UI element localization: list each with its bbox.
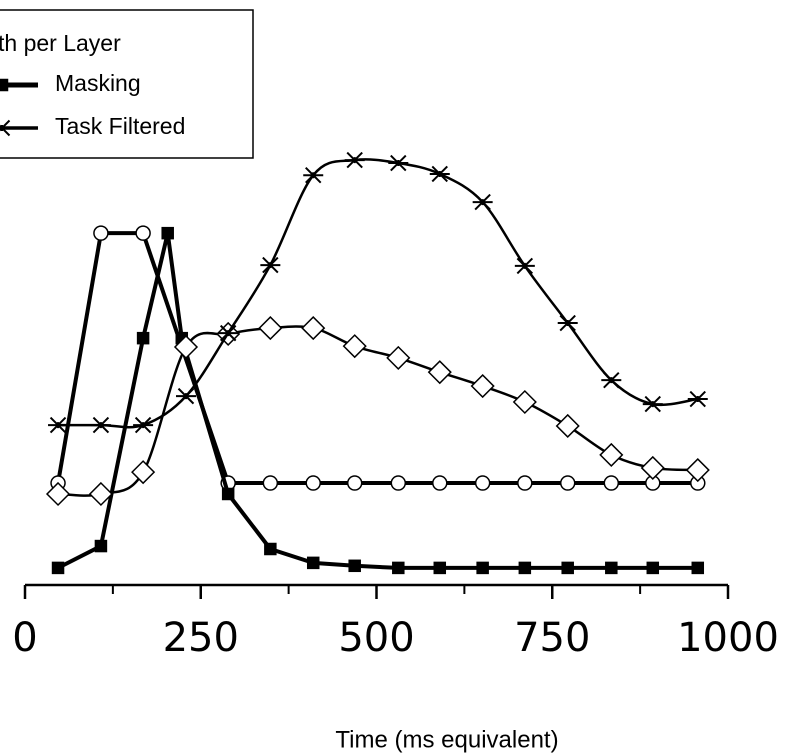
marker [306, 556, 320, 570]
marker [342, 334, 367, 359]
series-line [58, 158, 698, 429]
marker [301, 316, 326, 341]
marker [93, 225, 109, 241]
marker [0, 78, 9, 92]
marker [640, 455, 665, 481]
marker [691, 561, 705, 575]
x-tick-label: 250 [163, 615, 239, 661]
marker [472, 193, 493, 211]
marker [557, 314, 578, 332]
x-tick-label: 1000 [677, 615, 779, 661]
marker [474, 475, 491, 491]
series-line [58, 325, 698, 497]
x-tick-label: 500 [338, 615, 414, 661]
marker [45, 481, 71, 507]
marker [388, 154, 409, 172]
marker [346, 475, 363, 491]
marker [133, 416, 154, 434]
marker [601, 371, 622, 389]
marker [685, 457, 710, 483]
legend-label: Task Filtered [55, 113, 185, 139]
marker [603, 475, 620, 491]
marker [433, 561, 447, 575]
marker [432, 475, 448, 491]
marker [687, 390, 708, 408]
marker [555, 413, 580, 439]
marker [131, 460, 156, 485]
marker [262, 475, 279, 491]
x-axis-label: Time (ms equivalent) [335, 726, 558, 753]
marker [218, 324, 239, 342]
marker [514, 257, 535, 275]
marker [561, 561, 574, 575]
marker [348, 559, 361, 573]
marker [90, 416, 111, 434]
legend-entry: Masking [0, 70, 141, 96]
marker [136, 331, 150, 345]
marker [392, 561, 405, 575]
x-tick-label: 750 [514, 615, 590, 661]
legend-box [0, 9, 254, 159]
series [48, 151, 708, 434]
marker [517, 475, 533, 491]
marker [559, 475, 576, 491]
series [51, 226, 705, 575]
marker [427, 360, 452, 385]
marker [429, 165, 450, 183]
series-line [57, 231, 698, 570]
marker [221, 487, 235, 501]
marker [51, 561, 65, 575]
legend-label: Masking [55, 70, 141, 96]
marker [258, 316, 283, 341]
marker [260, 256, 281, 274]
marker [303, 166, 324, 184]
marker [386, 345, 411, 370]
marker [0, 119, 12, 137]
marker [175, 387, 196, 405]
marker [305, 475, 321, 491]
marker [173, 334, 199, 360]
marker [470, 373, 495, 399]
x-tick-label: 0 [12, 615, 37, 661]
marker [476, 561, 489, 575]
marker [642, 395, 663, 413]
marker [512, 389, 537, 415]
marker [518, 561, 532, 575]
legend-title: th per Layer [0, 30, 121, 56]
marker [646, 561, 660, 575]
marker [605, 561, 618, 575]
marker [344, 151, 365, 169]
marker [161, 226, 174, 240]
marker [88, 481, 113, 507]
marker [390, 475, 407, 491]
marker [599, 442, 624, 467]
marker [135, 225, 151, 241]
marker [94, 539, 108, 553]
marker [264, 542, 277, 556]
marker [48, 416, 69, 434]
legend-entry: Task Filtered [0, 113, 185, 139]
